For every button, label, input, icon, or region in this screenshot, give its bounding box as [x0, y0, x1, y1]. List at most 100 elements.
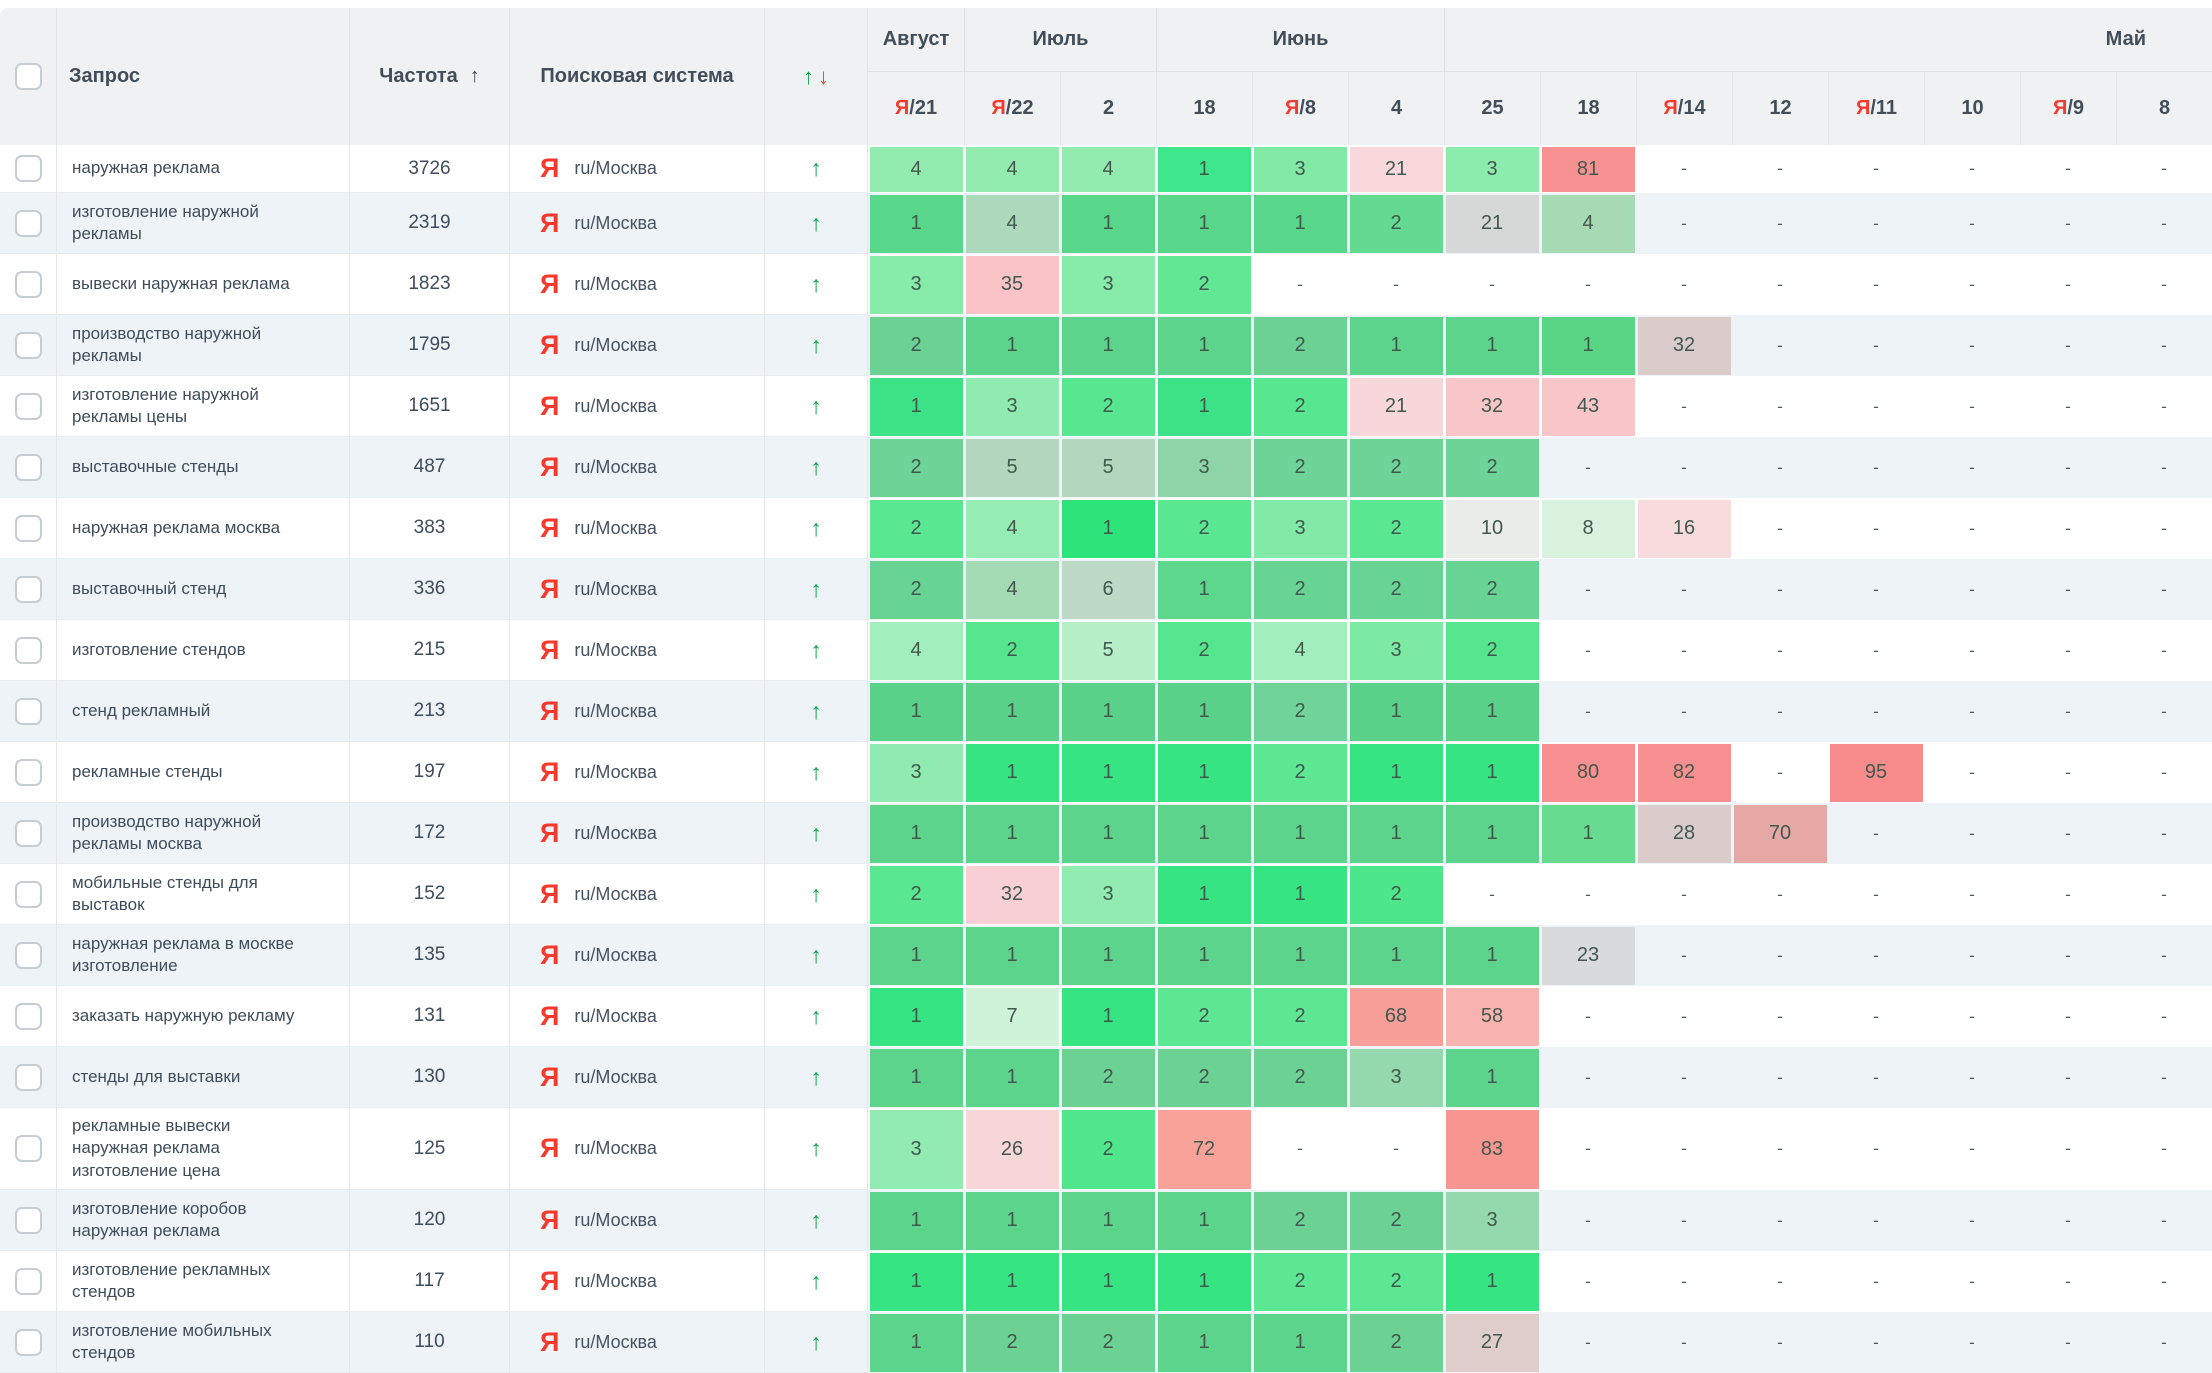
position-cell[interactable]: 5: [1060, 437, 1156, 498]
position-cell[interactable]: 32: [1444, 376, 1540, 437]
position-cell[interactable]: -: [2116, 498, 2212, 559]
position-cell[interactable]: -: [1732, 193, 1828, 254]
column-header-change[interactable]: ↑ ↓: [765, 8, 868, 145]
position-cell[interactable]: 72: [1156, 1108, 1252, 1190]
position-cell[interactable]: 2: [1348, 559, 1444, 620]
position-cell[interactable]: 2: [1444, 620, 1540, 681]
position-cell[interactable]: -: [2116, 803, 2212, 864]
query-cell[interactable]: вывески наружная реклама: [57, 254, 350, 315]
position-cell[interactable]: -: [1924, 986, 2020, 1047]
position-cell[interactable]: -: [1924, 145, 2020, 193]
position-cell[interactable]: 2: [868, 437, 964, 498]
position-cell[interactable]: 1: [1156, 1190, 1252, 1251]
position-cell[interactable]: -: [2116, 925, 2212, 986]
position-cell[interactable]: -: [2116, 1312, 2212, 1373]
row-checkbox[interactable]: [14, 697, 42, 725]
position-cell[interactable]: -: [1828, 803, 1924, 864]
position-cell[interactable]: 1: [868, 681, 964, 742]
position-cell[interactable]: 1: [1348, 315, 1444, 376]
position-cell[interactable]: -: [1924, 925, 2020, 986]
date-column-header[interactable]: Я/14: [1636, 72, 1732, 145]
query-cell[interactable]: заказать наружную рекламу: [57, 986, 350, 1047]
position-cell[interactable]: 2: [1348, 437, 1444, 498]
position-cell[interactable]: 26: [964, 1108, 1060, 1190]
position-cell[interactable]: 1: [964, 1251, 1060, 1312]
position-cell[interactable]: -: [1828, 437, 1924, 498]
position-cell[interactable]: 2: [1060, 1312, 1156, 1373]
position-cell[interactable]: -: [1732, 498, 1828, 559]
position-cell[interactable]: 1: [1156, 742, 1252, 803]
position-cell[interactable]: -: [1348, 1108, 1444, 1190]
position-cell[interactable]: 83: [1444, 1108, 1540, 1190]
position-cell[interactable]: 2: [1252, 1251, 1348, 1312]
position-cell[interactable]: 2: [1252, 986, 1348, 1047]
position-cell[interactable]: -: [2116, 376, 2212, 437]
position-cell[interactable]: 4: [1540, 193, 1636, 254]
position-cell[interactable]: -: [2020, 803, 2116, 864]
position-cell[interactable]: -: [1828, 620, 1924, 681]
position-cell[interactable]: 2: [1060, 1047, 1156, 1108]
position-cell[interactable]: -: [1732, 437, 1828, 498]
position-cell[interactable]: 2: [1252, 742, 1348, 803]
position-cell[interactable]: -: [2116, 1251, 2212, 1312]
position-cell[interactable]: -: [1732, 986, 1828, 1047]
position-cell[interactable]: -: [1252, 1108, 1348, 1190]
position-cell[interactable]: -: [1540, 254, 1636, 315]
query-cell[interactable]: изготовление рекламных стендов: [57, 1251, 350, 1312]
position-cell[interactable]: -: [1636, 1312, 1732, 1373]
position-cell[interactable]: -: [2116, 254, 2212, 315]
position-cell[interactable]: -: [1732, 254, 1828, 315]
position-cell[interactable]: 6: [1060, 559, 1156, 620]
position-cell[interactable]: 16: [1636, 498, 1732, 559]
position-cell[interactable]: -: [1732, 742, 1828, 803]
query-cell[interactable]: наружная реклама москва: [57, 498, 350, 559]
month-group-1[interactable]: Июль: [964, 8, 1156, 71]
position-cell[interactable]: -: [1636, 1251, 1732, 1312]
row-checkbox[interactable]: [14, 209, 42, 237]
position-cell[interactable]: -: [2020, 1190, 2116, 1251]
position-cell[interactable]: 1: [1156, 1251, 1252, 1312]
position-cell[interactable]: -: [1636, 145, 1732, 193]
position-cell[interactable]: -: [1732, 1190, 1828, 1251]
position-cell[interactable]: -: [2116, 1190, 2212, 1251]
column-header-search-engine[interactable]: Поисковая система: [510, 8, 765, 145]
position-cell[interactable]: 1: [1060, 986, 1156, 1047]
position-cell[interactable]: -: [2116, 681, 2212, 742]
position-cell[interactable]: 32: [1636, 315, 1732, 376]
position-cell[interactable]: -: [1924, 559, 2020, 620]
position-cell[interactable]: -: [1828, 376, 1924, 437]
position-cell[interactable]: 1: [1444, 1047, 1540, 1108]
position-cell[interactable]: -: [2116, 742, 2212, 803]
position-cell[interactable]: -: [1828, 559, 1924, 620]
position-cell[interactable]: -: [1924, 254, 2020, 315]
row-checkbox[interactable]: [14, 155, 42, 182]
position-cell[interactable]: -: [1252, 254, 1348, 315]
query-cell[interactable]: изготовление мобильных стендов: [57, 1312, 350, 1373]
position-cell[interactable]: 1: [964, 803, 1060, 864]
position-cell[interactable]: 3: [1252, 498, 1348, 559]
position-cell[interactable]: -: [2020, 145, 2116, 193]
position-cell[interactable]: -: [2116, 1108, 2212, 1190]
position-cell[interactable]: 2: [1156, 620, 1252, 681]
position-cell[interactable]: 4: [964, 193, 1060, 254]
position-cell[interactable]: -: [2116, 145, 2212, 193]
position-cell[interactable]: 3: [868, 1108, 964, 1190]
position-cell[interactable]: -: [1924, 498, 2020, 559]
position-cell[interactable]: 1: [1348, 803, 1444, 864]
position-cell[interactable]: 2: [1444, 437, 1540, 498]
row-checkbox[interactable]: [14, 453, 42, 481]
position-cell[interactable]: -: [2020, 193, 2116, 254]
position-cell[interactable]: -: [1924, 1047, 2020, 1108]
row-checkbox[interactable]: [14, 758, 42, 786]
position-cell[interactable]: 1: [964, 315, 1060, 376]
position-cell[interactable]: 1: [1156, 681, 1252, 742]
position-cell[interactable]: 1: [868, 1190, 964, 1251]
position-cell[interactable]: -: [1636, 1190, 1732, 1251]
query-cell[interactable]: рекламные стенды: [57, 742, 350, 803]
position-cell[interactable]: 1: [1252, 925, 1348, 986]
position-cell[interactable]: -: [1828, 864, 1924, 925]
date-column-header[interactable]: 10: [1924, 72, 2020, 145]
position-cell[interactable]: 1: [1252, 1312, 1348, 1373]
position-cell[interactable]: 43: [1540, 376, 1636, 437]
row-checkbox[interactable]: [14, 392, 42, 420]
